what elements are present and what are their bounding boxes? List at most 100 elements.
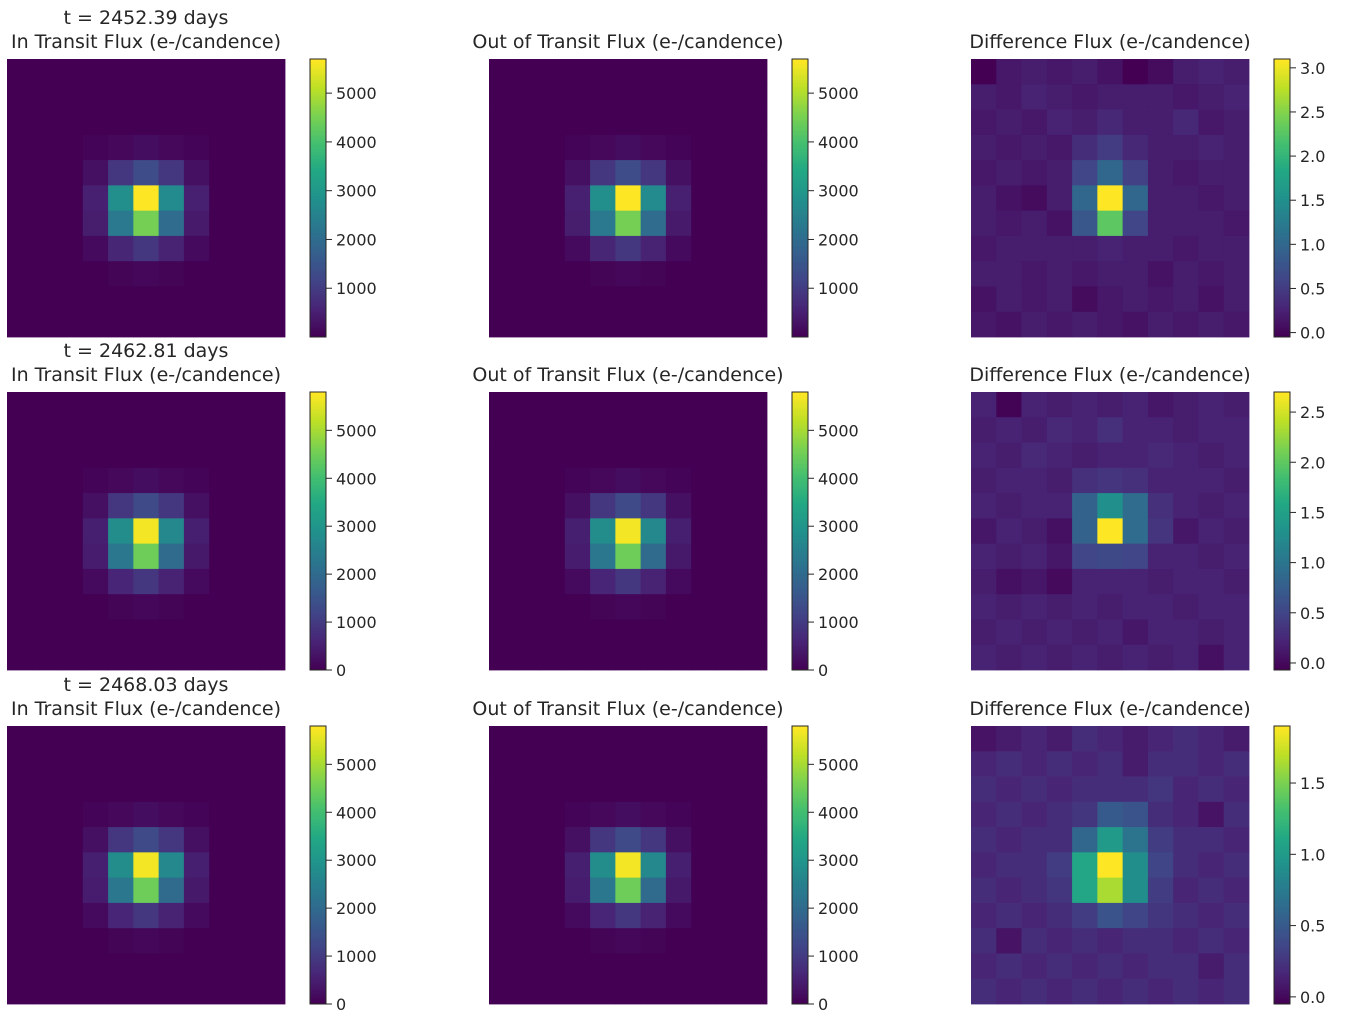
heatmap-cell [1198, 160, 1225, 186]
colorbar-step [792, 216, 808, 220]
heatmap-cell [615, 852, 642, 879]
colorbar-step [1274, 985, 1290, 989]
heatmap-cell [514, 751, 540, 777]
heatmap-cell [971, 417, 997, 443]
colorbar-step [1274, 883, 1290, 887]
colorbar-step [792, 255, 808, 259]
heatmap-cell [665, 594, 692, 620]
colorbar-step [792, 415, 808, 418]
heatmap-cell [1046, 594, 1073, 620]
heatmap-cell [1072, 467, 1098, 494]
colorbar-step [1274, 126, 1290, 129]
heatmap-cell [1223, 84, 1250, 110]
heatmap-cell [691, 902, 717, 929]
colorbar-step [1274, 184, 1290, 187]
colorbar-step [1274, 809, 1290, 813]
heatmap-cell [1223, 619, 1250, 646]
heatmap-cell [564, 978, 591, 1005]
heatmap-cell [32, 160, 58, 186]
heatmap-cell [1072, 109, 1098, 136]
colorbar-step [1274, 452, 1290, 456]
heatmap-cell [1173, 417, 1199, 443]
heatmap-cell [1072, 953, 1098, 980]
colorbar-step [310, 239, 326, 243]
heatmap-cell [183, 84, 210, 110]
heatmap-cell [590, 644, 616, 671]
heatmap-cell [1122, 493, 1149, 519]
colorbar-step [310, 781, 326, 785]
heatmap-cell [259, 185, 286, 212]
heatmap-cell [1021, 311, 1048, 338]
heatmap-cell [590, 467, 616, 494]
colorbar-step [1274, 994, 1290, 998]
colorbar-step [310, 563, 326, 567]
heatmap-cell [7, 235, 33, 262]
colorbar-step [310, 218, 326, 222]
heatmap-cell [259, 235, 286, 262]
heatmap-cell [1046, 210, 1073, 237]
heatmap-cell [1173, 827, 1199, 853]
colorbar-step [1274, 398, 1290, 402]
colorbar-step [1274, 468, 1290, 472]
colorbar-step [1274, 121, 1290, 125]
heatmap-cell [1223, 442, 1250, 469]
heatmap-cell [716, 568, 743, 595]
heatmap-cell [158, 518, 185, 545]
heatmap-cell [489, 543, 515, 570]
heatmap-cell [1021, 261, 1048, 287]
colorbar-step [792, 827, 808, 831]
colorbar-step [792, 946, 808, 949]
heatmap-cell [691, 619, 717, 646]
heatmap-cell [1147, 726, 1174, 752]
heatmap-cell [615, 801, 642, 828]
heatmap-cell [489, 442, 515, 469]
heatmap-cell [234, 801, 261, 828]
heatmap-cell [7, 978, 33, 1005]
colorbar-step [792, 91, 808, 95]
heatmap-cell [489, 185, 515, 212]
heatmap-cell [108, 311, 134, 338]
colorbar-step [310, 524, 326, 527]
colorbar-step [792, 554, 808, 557]
colorbar-step [1274, 204, 1290, 208]
heatmap-cell [489, 311, 515, 338]
colorbar-step [1274, 91, 1290, 95]
colorbar-step [310, 980, 326, 984]
colorbar-step [1274, 274, 1290, 278]
colorbar-step [792, 200, 808, 204]
heatmap-cell [183, 726, 210, 752]
heatmap-cell [996, 286, 1022, 313]
colorbar-step [792, 598, 808, 601]
colorbar-step [1274, 646, 1290, 650]
colorbar-step [1274, 890, 1290, 894]
colorbar-step [310, 890, 326, 894]
colorbar-step [310, 797, 326, 801]
heatmap-cell [539, 827, 566, 853]
heatmap-cell [133, 568, 160, 595]
heatmap-cell [1147, 417, 1174, 443]
colorbar-step [1274, 170, 1290, 174]
heatmap-cell [1173, 644, 1199, 671]
colorbar-step [792, 800, 808, 803]
heatmap-cell [665, 726, 692, 752]
heatmap-cell [1122, 59, 1149, 85]
colorbar-step [1274, 214, 1290, 218]
colorbar-step [1274, 269, 1290, 273]
heatmap-cell [665, 801, 692, 828]
heatmap-cell [741, 978, 768, 1005]
colorbar-step [1274, 297, 1290, 301]
colorbar-step [1274, 793, 1290, 796]
heatmap-cell [209, 84, 235, 110]
heatmap-cell [234, 442, 261, 469]
colorbar-step [1274, 177, 1290, 180]
colorbar-step [1274, 946, 1290, 949]
colorbar-step [792, 193, 808, 197]
heatmap-cell [741, 928, 768, 954]
heatmap-cell [1046, 261, 1073, 287]
heatmap-cell [1097, 751, 1124, 777]
heatmap-cell [539, 801, 566, 828]
colorbar-step [792, 971, 808, 975]
colorbar-step [792, 767, 808, 771]
heatmap-cell [1147, 928, 1174, 954]
heatmap-cell [7, 644, 33, 671]
